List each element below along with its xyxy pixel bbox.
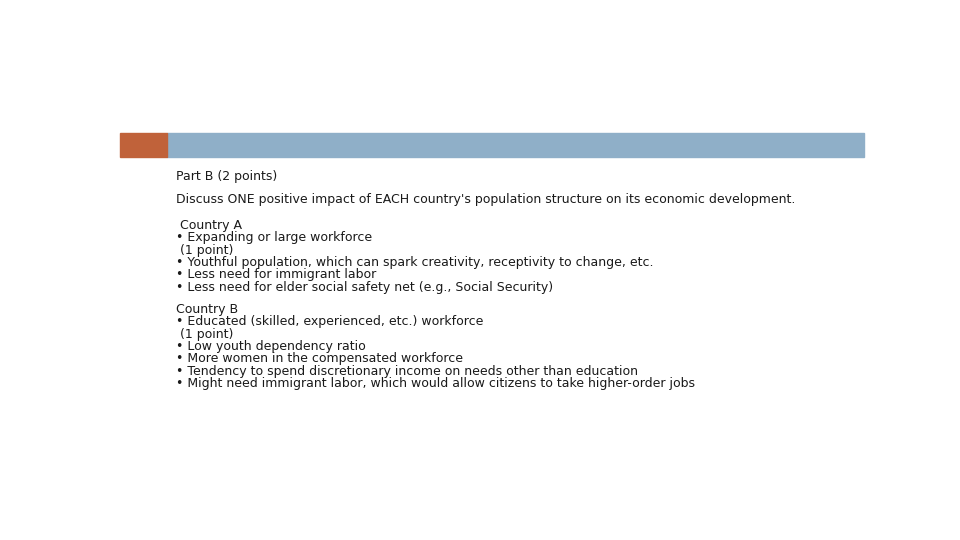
Text: • Expanding or large workforce: • Expanding or large workforce (176, 231, 372, 244)
Text: Country A: Country A (176, 219, 242, 232)
Text: • Tendency to spend discretionary income on needs other than education: • Tendency to spend discretionary income… (176, 365, 637, 378)
Text: Country B: Country B (176, 302, 238, 315)
Text: Part B (2 points): Part B (2 points) (176, 170, 277, 183)
Bar (120, 133, 167, 157)
Text: • Low youth dependency ratio: • Low youth dependency ratio (176, 340, 366, 353)
Text: Discuss ONE positive impact of EACH country's population structure on its econom: Discuss ONE positive impact of EACH coun… (176, 193, 795, 206)
Text: • Less need for elder social safety net (e.g., Social Security): • Less need for elder social safety net … (176, 281, 553, 294)
Text: • Less need for immigrant labor: • Less need for immigrant labor (176, 268, 376, 281)
Text: (1 point): (1 point) (176, 244, 233, 256)
Text: • Youthful population, which can spark creativity, receptivity to change, etc.: • Youthful population, which can spark c… (176, 256, 654, 269)
Text: • More women in the compensated workforce: • More women in the compensated workforc… (176, 353, 463, 366)
Text: (1 point): (1 point) (176, 327, 233, 341)
Text: • Educated (skilled, experienced, etc.) workforce: • Educated (skilled, experienced, etc.) … (176, 315, 483, 328)
Bar (167, 133, 864, 157)
Text: • Might need immigrant labor, which would allow citizens to take higher-order jo: • Might need immigrant labor, which woul… (176, 377, 695, 390)
